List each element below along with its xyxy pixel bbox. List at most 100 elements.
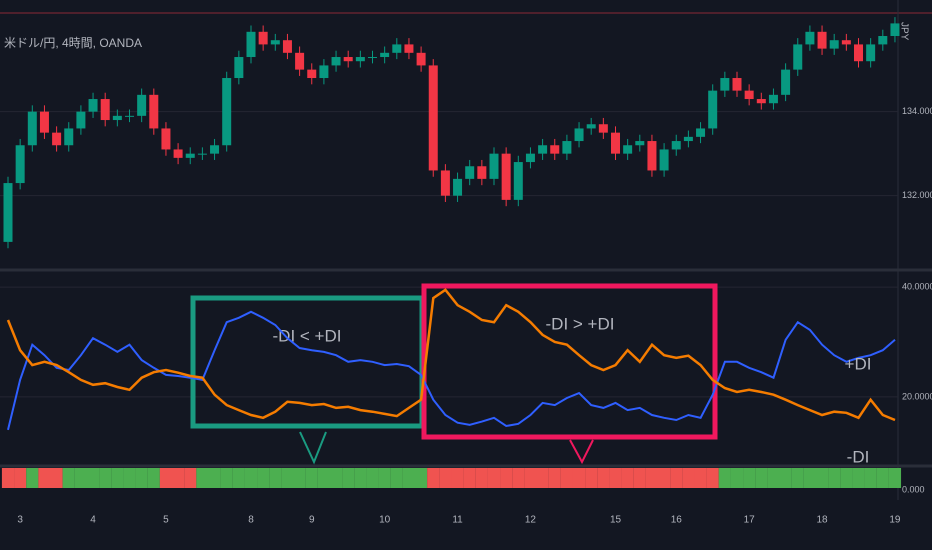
candle-body [173, 149, 183, 158]
state-bar [38, 468, 51, 488]
candle-body [890, 23, 900, 37]
state-bar [548, 468, 561, 488]
x-tick-label: 12 [525, 515, 537, 526]
state-bar [487, 468, 501, 488]
state-bar [658, 468, 671, 488]
candle-body [380, 52, 390, 58]
state-bar [220, 468, 233, 488]
annotation-text: -DI < +DI [273, 326, 342, 345]
x-tick-label: 19 [889, 515, 901, 526]
state-bar [390, 468, 403, 488]
candle-body [611, 132, 620, 154]
state-bar [378, 468, 391, 488]
state-bar [184, 468, 197, 488]
state-bar [572, 468, 586, 488]
chart-title: 米ドル/円, 4時間, OANDA [4, 36, 142, 50]
candle-body [149, 94, 159, 129]
candle-body [598, 124, 608, 133]
candle-body [343, 57, 353, 62]
candle-body [404, 44, 414, 53]
candle-body [453, 178, 463, 196]
arrow [299, 431, 327, 465]
state-bar [597, 468, 610, 488]
candle-body [355, 57, 365, 62]
candle-body [112, 115, 122, 121]
candle-body [428, 65, 438, 171]
candle-body [768, 94, 778, 104]
candle-body [465, 166, 475, 179]
x-tick-label: 11 [452, 515, 463, 526]
candle-body [574, 128, 584, 142]
candle-body [52, 132, 62, 146]
candle-body [708, 90, 718, 129]
candle-body [635, 141, 645, 146]
state-bar [451, 468, 464, 488]
candle-body [15, 145, 25, 184]
candle-body [841, 40, 851, 45]
state-bar [62, 468, 75, 488]
candle-body [234, 57, 244, 79]
candle-body [392, 44, 402, 53]
candle-body [185, 153, 195, 158]
state-bar [147, 468, 160, 488]
state-bar [803, 468, 816, 488]
candle-body [513, 162, 523, 200]
state-bar [244, 468, 258, 488]
currency-label: JPY [898, 22, 909, 41]
line-series [7, 310, 896, 431]
candle-body [501, 153, 511, 200]
annotation-text: -DI > +DI [546, 314, 615, 333]
candle-body [732, 78, 742, 91]
state-bar [475, 468, 488, 488]
arrow [569, 439, 594, 465]
state-bar [706, 468, 719, 488]
state-bar [317, 468, 330, 488]
state-bar [196, 468, 209, 488]
y-tick-label: 20.0000 [902, 391, 932, 401]
candle-body [866, 44, 876, 62]
state-bar [1, 468, 15, 488]
state-bar [645, 468, 659, 488]
state-bar [463, 468, 476, 488]
state-bar [779, 468, 792, 488]
y-tick-label: 134.000 [902, 106, 932, 116]
state-bar [621, 468, 634, 488]
candle-body [477, 166, 487, 179]
candle-body [161, 128, 171, 150]
state-bar [876, 468, 889, 488]
candle-body [440, 170, 450, 196]
state-bar [512, 468, 525, 488]
candle-body [3, 183, 13, 242]
state-bar [718, 468, 731, 488]
state-bar [682, 468, 695, 488]
x-tick-label: 3 [17, 515, 23, 526]
state-bar [26, 468, 39, 488]
state-bar [99, 468, 112, 488]
candle-body [489, 153, 499, 179]
state-bar [560, 468, 573, 488]
candle-body [307, 69, 317, 79]
y-tick-label: 0.000 [902, 484, 925, 494]
state-bar [123, 468, 136, 488]
state-bar [111, 468, 124, 488]
state-bar [329, 468, 343, 488]
state-bar [366, 468, 379, 488]
candle-body [246, 31, 256, 58]
state-bar [305, 468, 318, 488]
state-bar [427, 468, 440, 488]
state-bar [633, 468, 646, 488]
candle-body [64, 128, 74, 146]
state-bar [342, 468, 355, 488]
candle-body [258, 31, 268, 45]
candle-body [270, 40, 280, 45]
candle-body [538, 145, 548, 154]
legend-label: +DI [845, 354, 872, 373]
candle-body [647, 141, 657, 171]
candle-body [878, 36, 888, 45]
candle-body [100, 99, 110, 121]
candle-body [319, 65, 329, 79]
x-tick-label: 5 [163, 515, 169, 526]
state-bar [852, 468, 865, 488]
